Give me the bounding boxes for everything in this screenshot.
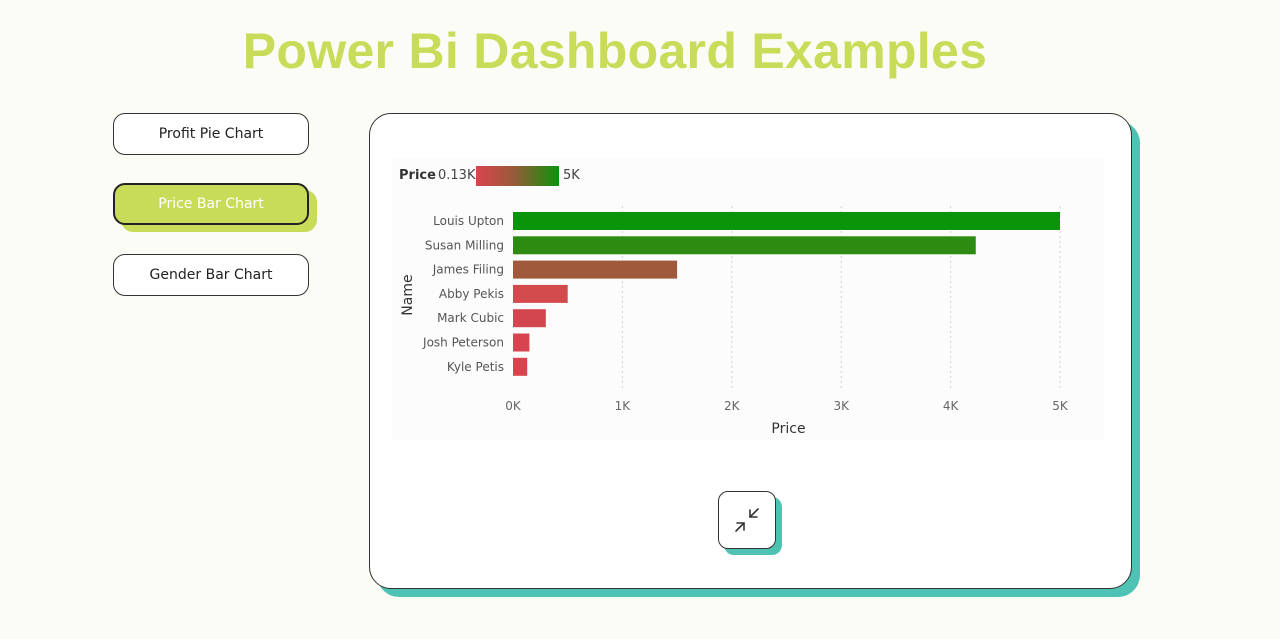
bar-chart: 0K 1K 2K 3K 4K 5K Louis Upton Susan Milling Jame…	[400, 206, 1069, 437]
price-bar-chart-visual[interactable]: Price 0.13K 5K 0K 1K 2K 3K 4K 5K Louis Upton Su…	[392, 158, 1104, 440]
page-title: Power Bi Dashboard Examples	[242, 23, 988, 79]
bar	[513, 284, 568, 303]
category-label: Susan Milling	[425, 238, 504, 252]
x-tick-label: 5K	[1052, 399, 1069, 413]
category-label: Josh Peterson	[422, 336, 504, 350]
price-bar-chart-button[interactable]: Price Bar Chart	[113, 183, 309, 225]
legend-title: Price	[399, 168, 436, 183]
bar	[513, 236, 976, 255]
x-tick-label: 3K	[833, 399, 850, 413]
legend-max-label: 5K	[563, 168, 580, 183]
category-label: Kyle Petis	[447, 360, 504, 374]
x-tick-label: 2K	[724, 399, 741, 413]
category-label: Abby Pekis	[439, 287, 504, 301]
category-label: Louis Upton	[433, 214, 504, 228]
category-label: Mark Cubic	[437, 311, 504, 325]
legend-gradient	[476, 166, 559, 186]
profit-pie-chart-button[interactable]: Profit Pie Chart	[113, 113, 309, 155]
x-axis-title: Price	[771, 421, 805, 437]
x-tick-label: 1K	[615, 399, 632, 413]
bar	[513, 212, 1060, 230]
y-axis-title: Name	[400, 274, 416, 315]
bar	[513, 357, 528, 376]
bar	[513, 309, 546, 328]
gender-bar-chart-button[interactable]: Gender Bar Chart	[113, 254, 309, 296]
legend-min-label: 0.13K	[438, 168, 476, 183]
category-label: James Filing	[432, 263, 504, 277]
x-tick-label: 4K	[943, 399, 960, 413]
compress-icon	[735, 508, 759, 532]
x-tick-label: 0K	[505, 399, 522, 413]
bar	[513, 333, 530, 352]
bar	[513, 260, 678, 279]
compress-button[interactable]	[718, 491, 776, 549]
